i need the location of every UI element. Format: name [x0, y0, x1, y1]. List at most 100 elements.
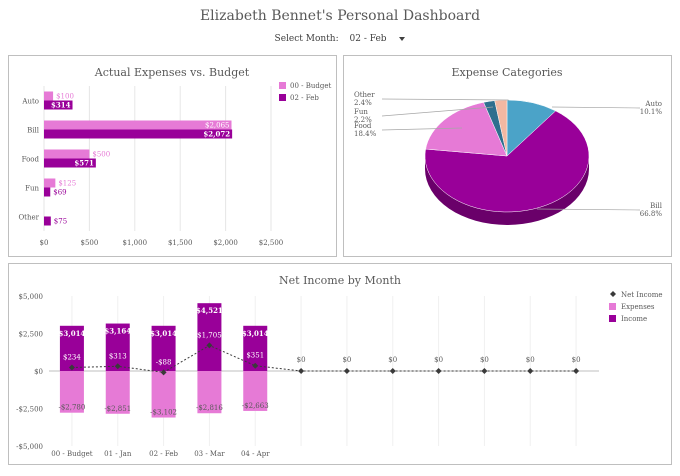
net-income-label: $0 — [388, 356, 397, 364]
expense-bar — [197, 371, 222, 414]
netincome-chart: Net Income by Month $5,000 $2,500 $0 -$2,500… — [16, 274, 663, 458]
income-label: $3,014 — [242, 329, 269, 338]
x-tick-label: $1,500 — [168, 239, 193, 247]
budget-bar — [44, 91, 54, 101]
net-income-label: -$88 — [156, 358, 172, 366]
category-label: Food — [22, 156, 40, 164]
net-income-label: $0 — [297, 356, 306, 364]
x-tick-label: $1,000 — [123, 239, 148, 247]
dashboard-title: Elizabeth Bennet's Personal Dashboard — [199, 8, 481, 24]
expense-label: -$2,663 — [242, 402, 269, 410]
leader-line — [381, 106, 494, 117]
actual-label: $69 — [53, 189, 66, 197]
net-income-label: $234 — [63, 353, 81, 361]
income-label: $3,164 — [104, 327, 131, 336]
income-bar — [197, 303, 222, 371]
net-income-marker — [389, 368, 396, 374]
y-tick-label: -$2,500 — [16, 406, 43, 414]
pie-slice — [425, 102, 508, 157]
actual-bar — [44, 100, 73, 110]
legend-label: Expenses — [621, 303, 655, 311]
pie-side — [425, 156, 589, 225]
net-income-marker — [252, 362, 259, 369]
legend-swatch — [609, 315, 616, 322]
expenses-chart: Actual Expenses vs. Budget $0 $500 $1,000 $1… — [18, 66, 331, 247]
actual-label: $2,072 — [203, 130, 230, 139]
netincome-panel: Net Income by Month $5,000 $2,500 $0 -$2,500… — [8, 263, 672, 465]
budget-bar — [44, 178, 56, 188]
net-income-label: $0 — [526, 356, 535, 364]
chevron-down-icon[interactable] — [399, 36, 406, 41]
income-bar — [105, 323, 130, 371]
legend-swatch — [279, 94, 286, 101]
actual-bar — [44, 216, 51, 226]
slice-name-label: Food — [354, 122, 372, 130]
legend-label: Net Income — [621, 291, 663, 299]
slice-percent-label: 2.4% — [354, 99, 372, 107]
actual-bar — [44, 129, 233, 139]
legend-swatch — [609, 303, 616, 310]
actual-label: $75 — [54, 218, 67, 226]
actual-label: $571 — [74, 159, 94, 168]
net-income-marker — [573, 368, 580, 374]
x-tick-label: 00 - Budget — [51, 450, 92, 458]
chart-title: Actual Expenses vs. Budget — [94, 66, 250, 79]
net-income-label: $0 — [572, 356, 581, 364]
month-selector-label: Select Month: — [274, 34, 339, 44]
legend-label: Income — [621, 315, 647, 323]
net-income-label: $1,705 — [197, 331, 222, 339]
budget-bar — [44, 149, 90, 159]
leader-line — [381, 127, 463, 131]
expense-label: -$2,816 — [196, 404, 223, 412]
expenses-panel: Actual Expenses vs. Budget $0 $500 $1,000 $1… — [8, 55, 337, 257]
categories-panel: Expense Categories Auto 10.1% Bill 66.8% Food… — [343, 55, 672, 257]
budget-label: $100 — [56, 93, 74, 101]
category-label: Fun — [25, 185, 39, 193]
budget-label: $500 — [92, 151, 110, 159]
income-bar — [151, 325, 176, 371]
x-tick-label: $500 — [80, 239, 98, 247]
month-selector[interactable]: Select Month: 02 - Feb — [0, 34, 680, 44]
category-label: Auto — [21, 98, 39, 106]
actual-bar — [44, 158, 96, 168]
expense-bar — [243, 371, 268, 411]
expense-bar — [105, 371, 130, 414]
net-income-label: $0 — [480, 356, 489, 364]
leader-line — [381, 98, 510, 101]
budget-label: $2,065 — [205, 122, 230, 130]
expense-label: -$2,780 — [58, 404, 85, 412]
chart-title: Net Income by Month — [279, 274, 401, 287]
category-label: Other — [18, 214, 39, 222]
slice-name-label: Fun — [354, 108, 368, 116]
legend-label: 02 - Feb — [290, 94, 319, 102]
x-tick-label: $2,500 — [259, 239, 284, 247]
expense-bar — [59, 371, 84, 413]
legend-swatch — [279, 82, 286, 89]
x-tick-label: 02 - Feb — [149, 450, 178, 458]
y-tick-label: -$5,000 — [16, 443, 43, 451]
slice-percent-label: 2.2% — [354, 116, 372, 124]
net-income-marker — [68, 364, 75, 371]
expense-bar — [151, 371, 176, 418]
slice-name-label: Other — [354, 91, 375, 99]
month-selector-value[interactable]: 02 - Feb — [349, 34, 387, 44]
legend-label: 00 - Budget — [290, 82, 331, 90]
y-tick-label: $2,500 — [19, 331, 44, 339]
category-label: Bill — [27, 127, 40, 135]
net-income-marker — [206, 342, 213, 349]
slice-name-label: Bill — [650, 202, 663, 210]
net-income-label: $313 — [109, 352, 127, 360]
chart-title: Expense Categories — [451, 66, 562, 79]
expense-label: -$2,851 — [104, 405, 131, 413]
actual-label: $314 — [51, 101, 71, 110]
income-label: $4,521 — [196, 306, 223, 315]
y-tick-label: $0 — [34, 368, 43, 376]
net-income-label: $0 — [342, 356, 351, 364]
actual-bar — [44, 187, 51, 197]
net-income-label: $351 — [246, 352, 264, 360]
budget-bar — [44, 120, 232, 130]
y-tick-label: $5,000 — [19, 293, 44, 301]
income-bar — [59, 325, 84, 371]
net-income-marker — [160, 369, 167, 376]
